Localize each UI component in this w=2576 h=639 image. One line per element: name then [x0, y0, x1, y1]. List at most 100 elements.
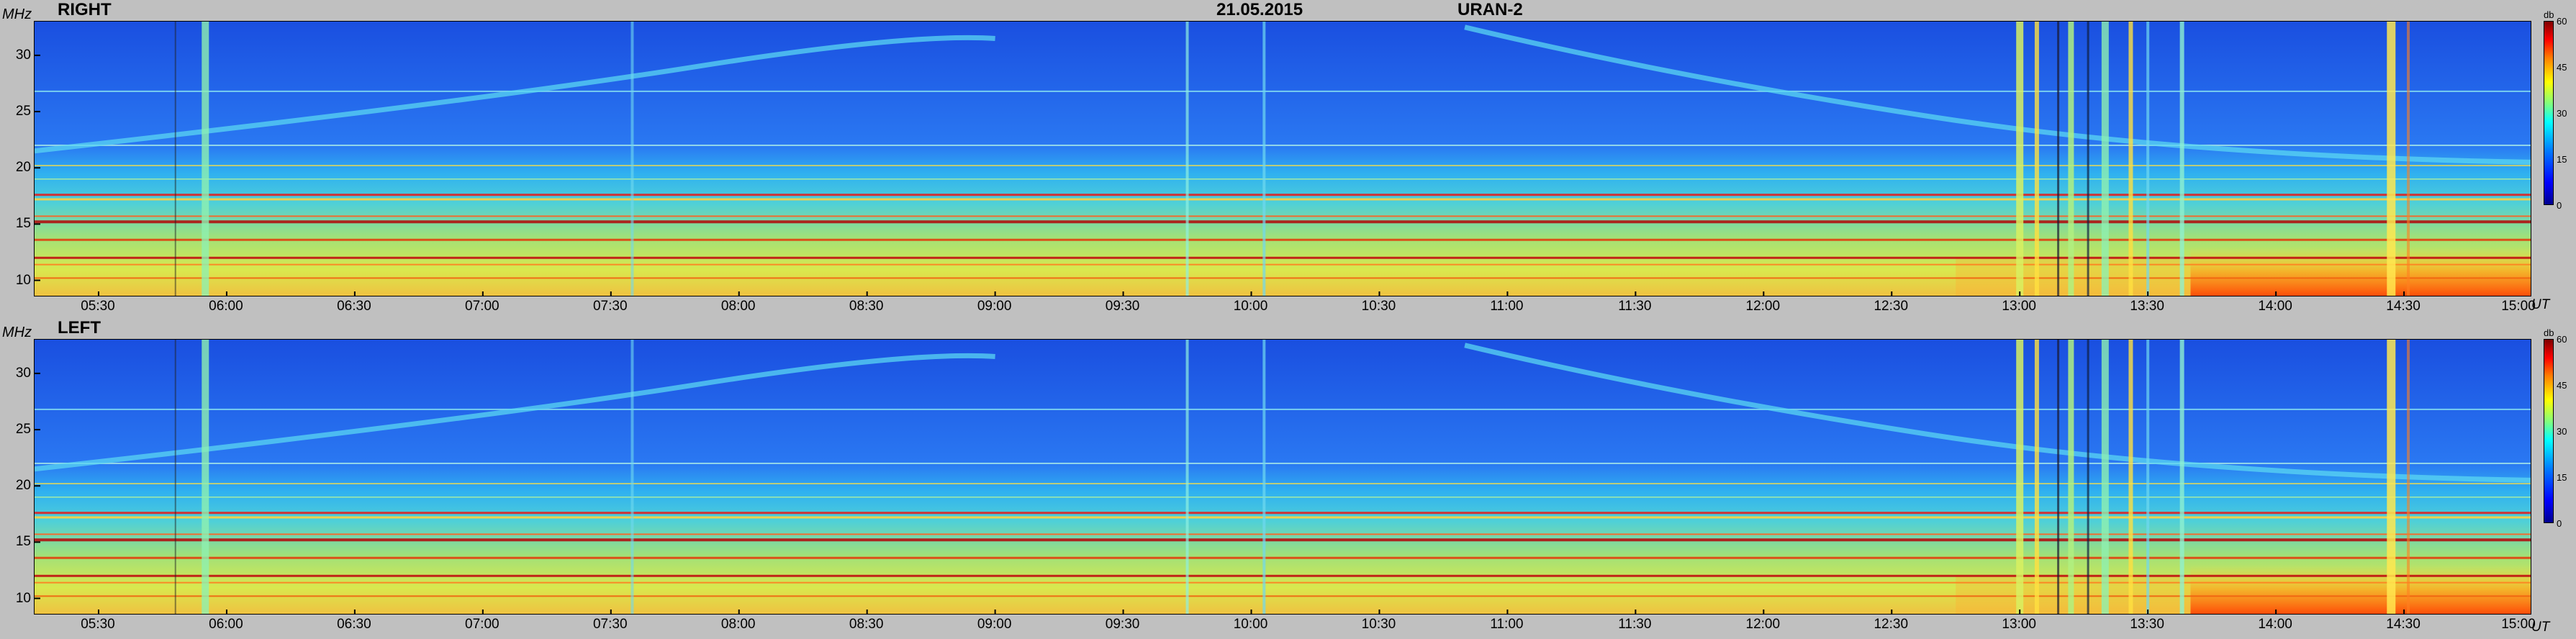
x-tick-label: 09:30 [1105, 617, 1140, 632]
y-tick-label: 15 [15, 534, 31, 550]
vertical-burst [2016, 340, 2024, 614]
vertical-burst [2406, 340, 2410, 614]
interference-band [35, 497, 2531, 498]
vertical-burst [2101, 22, 2109, 296]
x-tick-label: 08:30 [849, 617, 884, 632]
colorbar-tick-label: 30 [2557, 426, 2567, 437]
x-axis-unit-right: UT [2531, 297, 2550, 312]
station-name: URAN-2 [1458, 0, 1523, 19]
colorbar-tick-label: 60 [2557, 334, 2567, 345]
interference-band [35, 556, 2531, 559]
x-tick-label: 06:30 [337, 299, 371, 314]
vertical-burst [1262, 340, 1266, 614]
vertical-burst [1262, 22, 1266, 296]
vertical-burst [2387, 340, 2396, 614]
interference-band [35, 263, 2531, 266]
x-tick-label: 06:00 [209, 617, 243, 632]
vertical-burst [174, 22, 176, 296]
interference-band [35, 595, 2531, 597]
vertical-burst [2034, 22, 2039, 296]
x-tick-label: 12:30 [1874, 617, 1909, 632]
x-tick-label: 15:00 [2501, 299, 2536, 314]
y-axis-unit-left: MHz [2, 325, 32, 340]
x-tick-label: 12:00 [1745, 299, 1781, 314]
x-axis-unit-left: UT [2531, 620, 2550, 635]
y-tick-label: 10 [15, 272, 31, 288]
interference-band [35, 574, 2531, 577]
interference-band [35, 194, 2531, 196]
vertical-burst [202, 340, 209, 614]
interference-band [35, 277, 2531, 279]
interference-band [35, 483, 2531, 484]
spectrogram-canvas [35, 22, 2531, 296]
drifting-feature [35, 353, 995, 472]
interference-band [35, 533, 2531, 535]
vertical-burst [2057, 22, 2060, 296]
x-tick-label: 13:30 [2130, 299, 2164, 314]
x-tick-label: 10:30 [1361, 617, 1396, 632]
x-tick-label: 09:30 [1105, 299, 1140, 314]
vertical-burst [1185, 340, 1189, 614]
vertical-burst [2179, 22, 2184, 296]
interference-band [35, 512, 2531, 515]
vertical-burst [1185, 22, 1189, 296]
vertical-burst [2087, 340, 2089, 614]
vertical-burst [2068, 340, 2074, 614]
x-tick-label: 08:00 [720, 299, 756, 314]
y-tick-label: 30 [15, 47, 31, 63]
spectrogram-left [34, 339, 2531, 615]
drifting-feature [1464, 24, 2531, 165]
x-tick-label: 10:30 [1361, 299, 1396, 314]
y-tick-label: 20 [15, 478, 31, 494]
interference-band [35, 408, 2531, 410]
x-tick-label: 11:00 [1490, 299, 1524, 314]
y-tick-label: 20 [15, 160, 31, 176]
drifting-feature [35, 35, 995, 154]
vertical-burst [2128, 22, 2133, 296]
y-tick-label: 15 [15, 216, 31, 232]
spectrogram-right [34, 21, 2531, 296]
interference-band [35, 215, 2531, 217]
panel-title-left: LEFT [58, 318, 101, 337]
vertical-burst [2068, 22, 2074, 296]
panel-title-right: RIGHT [58, 0, 112, 19]
interference-band [35, 462, 2531, 464]
interference-band [35, 538, 2531, 542]
vertical-burst [631, 340, 634, 614]
y-tick-label: 10 [15, 590, 31, 606]
spectrogram-background [35, 22, 2531, 296]
x-tick-label: 11:30 [1618, 617, 1652, 632]
interference-band [35, 238, 2531, 241]
x-tick-label: 14:30 [2386, 617, 2421, 632]
colorbar-tick-label: 15 [2557, 154, 2567, 165]
vertical-burst [2087, 22, 2089, 296]
x-tick-label: 05:30 [81, 299, 115, 314]
x-tick-label: 06:00 [209, 299, 243, 314]
x-tick-label: 15:00 [2501, 617, 2536, 632]
x-tick-label: 13:00 [2002, 617, 2036, 632]
x-tick-label: 11:30 [1618, 299, 1652, 314]
interference-band [35, 165, 2531, 166]
vertical-burst [2101, 340, 2109, 614]
vertical-burst [631, 22, 634, 296]
x-tick-label: 13:00 [2002, 299, 2036, 314]
x-tick-label: 09:00 [977, 299, 1012, 314]
x-tick-label: 07:00 [465, 617, 500, 632]
colorbar-tick-label: 15 [2557, 472, 2567, 483]
x-tick-label: 10:00 [1233, 617, 1268, 632]
x-tick-label: 14:30 [2386, 299, 2421, 314]
vertical-burst [2146, 340, 2150, 614]
x-tick-label: 07:00 [465, 299, 500, 314]
x-tick-label: 10:00 [1233, 299, 1268, 314]
interference-band [35, 516, 2531, 519]
intense-emission-region [2190, 564, 2531, 614]
vertical-burst [2146, 22, 2150, 296]
x-tick-label: 08:00 [720, 617, 756, 632]
spectrogram-background [35, 340, 2531, 614]
interference-band [35, 178, 2531, 180]
x-tick-label: 12:30 [1874, 299, 1909, 314]
x-tick-label: 05:30 [81, 617, 115, 632]
vertical-burst [2034, 340, 2039, 614]
colorbar-left [2544, 339, 2554, 523]
interference-band [35, 581, 2531, 584]
